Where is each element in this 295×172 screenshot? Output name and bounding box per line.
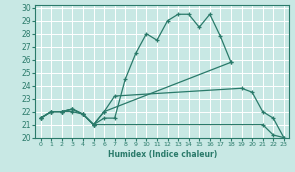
X-axis label: Humidex (Indice chaleur): Humidex (Indice chaleur) [108, 149, 217, 159]
